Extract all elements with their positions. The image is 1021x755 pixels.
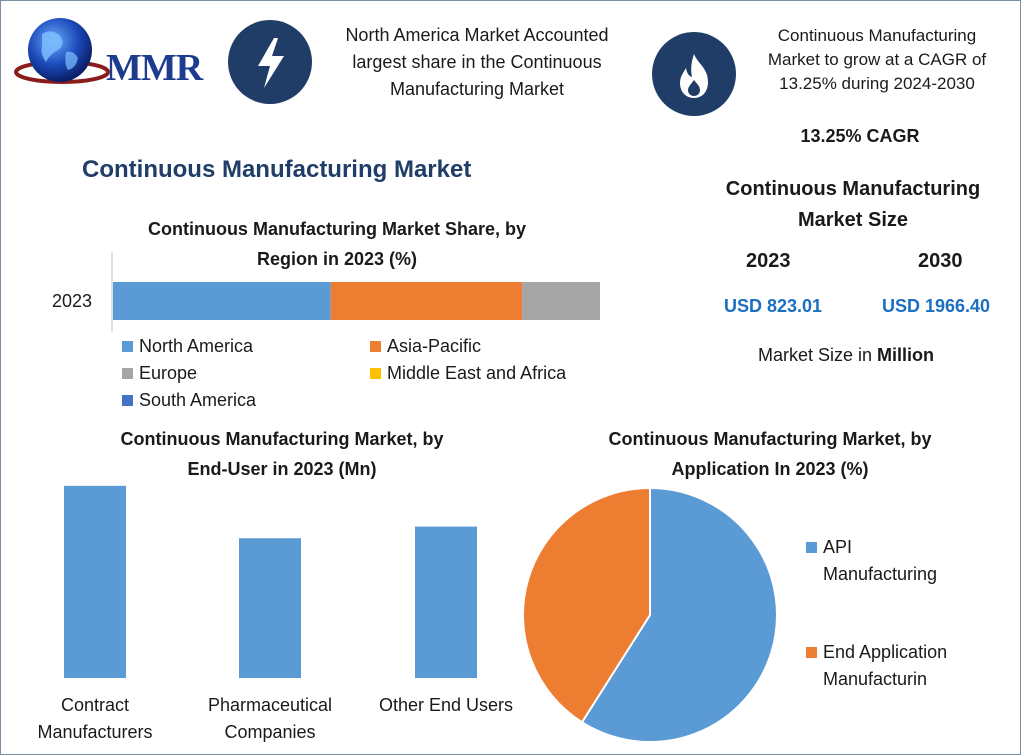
region-chart-title: Continuous Manufacturing Market Share, b…	[90, 214, 584, 274]
application-legend-item: End Application Manufacturin	[806, 639, 947, 693]
region-bar-segment-1	[330, 282, 523, 320]
application-chart-title-line2: Application In 2023 (%)	[671, 459, 869, 479]
legend-swatch	[122, 368, 133, 379]
enduser-category-label-line: Manufacturers	[37, 722, 153, 742]
enduser-category-label-line: Companies	[224, 722, 316, 742]
legend-label: Asia-Pacific	[387, 336, 482, 356]
market-size-year-2023: 2023	[746, 250, 791, 272]
region-legend-item: Asia-Pacific	[370, 336, 481, 357]
legend-label: End Application Manufacturin	[823, 639, 947, 693]
region-legend-item: North America	[122, 336, 253, 357]
legend-swatch	[370, 341, 381, 352]
page-title: Continuous Manufacturing Market	[82, 156, 472, 183]
enduser-category-label-line: Contract	[60, 695, 130, 715]
legend-label: South America	[139, 390, 257, 410]
enduser-bar-2	[415, 526, 477, 678]
enduser-chart-title-line2: End-User in 2023 (Mn)	[187, 459, 377, 479]
application-chart-title: Continuous Manufacturing Market, by Appl…	[560, 424, 980, 484]
legend-label: API Manufacturing	[823, 534, 937, 588]
cagr-label: 13.25% CAGR	[800, 126, 920, 146]
market-size-note-unit: Million	[877, 345, 935, 365]
application-legend-item: API Manufacturing	[806, 534, 937, 588]
region-legend: North America Asia-Pacific Europe Middle Ea…	[122, 336, 602, 416]
legend-swatch	[806, 542, 817, 553]
pie-slice-1	[522, 486, 651, 724]
region-legend-item: Middle East and Africa	[370, 363, 566, 384]
enduser-chart-title-line1: Continuous Manufacturing Market, by	[120, 429, 444, 449]
logo-text: MMR	[106, 47, 203, 89]
highlight-cagr: Continuous Manufacturing Market to grow …	[767, 26, 987, 93]
market-size-note: Market Size in Million	[758, 345, 934, 366]
region-chart-title-line1: Continuous Manufacturing Market Share, b…	[147, 219, 527, 239]
legend-swatch	[122, 341, 133, 352]
market-size-title: Continuous Manufacturing Market Size	[700, 174, 1006, 236]
flame-icon	[652, 32, 736, 116]
enduser-category-label-line: Other End Users	[378, 695, 514, 715]
market-size-note-prefix: Market Size in	[758, 345, 878, 365]
region-bar-segment-2	[522, 282, 600, 320]
legend-swatch	[370, 368, 381, 379]
enduser-chart	[64, 485, 477, 678]
legend-swatch	[122, 395, 133, 406]
enduser-bar-1	[239, 538, 301, 678]
enduser-category-label: Pharmaceutical Companies	[180, 692, 360, 746]
mmr-logo: MMR	[14, 12, 204, 92]
region-category-label: 2023	[52, 291, 92, 311]
enduser-chart-title: Continuous Manufacturing Market, by End-…	[40, 424, 524, 484]
enduser-bar-0	[64, 485, 126, 678]
legend-label: North America	[139, 336, 254, 356]
application-legend: API Manufacturing End Application Manufactu…	[806, 534, 1006, 704]
highlight-north-america: North America Market Accounted largest s…	[345, 25, 609, 99]
market-size-value-2030: USD 1966.40	[882, 296, 991, 316]
legend-swatch	[806, 647, 817, 658]
lightning-icon	[228, 20, 312, 104]
legend-label: Middle East and Africa	[387, 363, 567, 383]
legend-label-line: Manufacturin	[823, 669, 928, 689]
enduser-category-label: Other End Users	[356, 692, 536, 719]
region-legend-item: Europe	[122, 363, 197, 384]
region-legend-item: South America	[122, 390, 256, 411]
enduser-category-label-line: Pharmaceutical	[207, 695, 333, 715]
market-size-year-2030: 2030	[918, 250, 963, 272]
region-share-chart: 2023	[52, 252, 600, 332]
pie-slice-0	[580, 486, 778, 743]
market-size-value-2023: USD 823.01	[724, 296, 823, 316]
enduser-category-labels: Contract Manufacturers Pharmaceutical Compa…	[0, 692, 540, 750]
region-bar-segment-0	[113, 282, 331, 320]
legend-label-line: API	[823, 537, 853, 557]
legend-label-line: End Application	[823, 642, 948, 662]
globe-icon	[14, 18, 110, 84]
market-size-title-line1: Continuous Manufacturing	[725, 178, 981, 200]
market-size-title-line2: Market Size	[797, 209, 909, 231]
legend-label: Europe	[139, 363, 198, 383]
application-chart-title-line1: Continuous Manufacturing Market, by	[608, 429, 932, 449]
enduser-category-label: Contract Manufacturers	[5, 692, 185, 746]
legend-label-line: Manufacturing	[823, 564, 938, 584]
application-pie-chart	[522, 486, 778, 743]
region-chart-title-line2: Region in 2023 (%)	[256, 249, 418, 269]
